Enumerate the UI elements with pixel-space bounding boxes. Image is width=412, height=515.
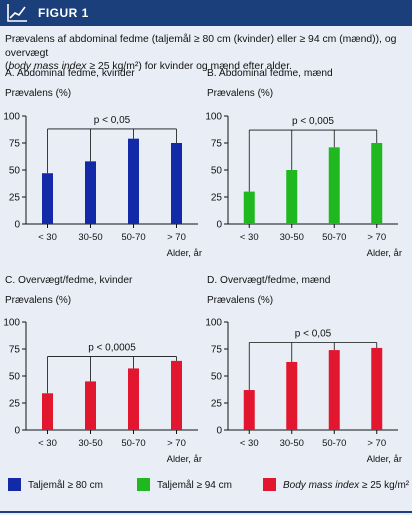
bar [42, 173, 53, 224]
bar [128, 138, 139, 224]
y-tick-label: 0 [14, 220, 20, 231]
p-value-label: p < 0,05 [295, 329, 332, 340]
bar [171, 360, 182, 430]
bar [42, 393, 53, 430]
legend-label: Taljemål ≥ 94 cm [157, 479, 232, 491]
bar [171, 143, 182, 224]
x-tick-label: 50-70 [322, 438, 346, 449]
y-tick-label: 50 [9, 166, 21, 177]
y-tick-label: 25 [211, 193, 223, 204]
figure-header: FIGUR 1 [0, 0, 412, 26]
caption-paren: ( [5, 61, 9, 72]
bar [243, 390, 255, 430]
legend-label-text: Taljemål ≥ 94 cm [157, 479, 232, 491]
x-tick-label: < 30 [38, 232, 57, 243]
y-tick-label: 25 [211, 399, 223, 410]
y-tick-label: 100 [205, 112, 222, 123]
y-axis-label: Prævalens (%) [207, 88, 273, 99]
legend-swatch [263, 478, 276, 491]
legend-label: Body mass index ≥ 25 kg/m² [283, 480, 410, 491]
panel-title: B. Abdominal fedme, mænd [207, 68, 333, 79]
y-tick-label: 75 [9, 139, 21, 150]
bar [128, 368, 139, 430]
bar [328, 147, 340, 224]
legend-label-text: Taljemål ≥ 80 cm [28, 479, 103, 491]
panel-title: D. Overvægt/fedme, mænd [207, 275, 331, 286]
x-tick-label: > 70 [367, 438, 386, 449]
x-tick-label: 30-50 [78, 438, 102, 449]
y-tick-label: 0 [14, 426, 20, 437]
panel-title: A. Abdominal fedme, kvinder [5, 68, 135, 79]
x-tick-label: < 30 [240, 232, 259, 243]
x-tick-label: 30-50 [280, 232, 304, 243]
y-tick-label: 100 [3, 318, 20, 329]
chart-line-icon [7, 4, 27, 22]
legend-label: Taljemål ≥ 80 cm [28, 479, 103, 491]
y-tick-label: 25 [9, 193, 21, 204]
caption-rest: ≥ 25 kg/m²) for kvinder og mænd efter al… [86, 61, 292, 72]
y-tick-label: 75 [9, 345, 21, 356]
legend-label-italic: Body mass index [283, 480, 360, 491]
x-tick-label: 30-50 [280, 438, 304, 449]
p-value-label: p < 0,005 [292, 116, 334, 127]
x-axis-label: Alder, år [167, 454, 202, 465]
y-tick-label: 100 [3, 112, 20, 123]
figure-title: FIGUR 1 [38, 6, 89, 20]
y-tick-label: 50 [9, 372, 21, 383]
y-axis-label: Prævalens (%) [207, 295, 273, 306]
caption-line-2: (body mass index ≥ 25 kg/m²) for kvinder… [5, 60, 407, 74]
caption-line-1: Prævalens af abdominal fedme (taljemål ≥… [5, 34, 397, 59]
p-value-label: p < 0,0005 [88, 343, 136, 354]
p-value-label: p < 0,05 [94, 115, 131, 126]
y-tick-label: 0 [216, 426, 222, 437]
figure-caption: Prævalens af abdominal fedme (taljemål ≥… [5, 33, 407, 74]
legend-swatch [8, 478, 21, 491]
y-tick-label: 50 [211, 372, 223, 383]
bar [371, 143, 383, 224]
x-axis-label: Alder, år [367, 248, 402, 259]
x-tick-label: < 30 [38, 438, 57, 449]
x-tick-label: 50-70 [121, 438, 145, 449]
y-axis-label: Prævalens (%) [5, 88, 71, 99]
y-axis-label: Prævalens (%) [5, 295, 71, 306]
y-tick-label: 25 [9, 399, 21, 410]
x-axis-label: Alder, år [167, 248, 202, 259]
y-tick-label: 75 [211, 139, 223, 150]
x-tick-label: > 70 [167, 232, 186, 243]
bottom-rule [0, 511, 412, 513]
y-tick-label: 0 [216, 220, 222, 231]
x-tick-label: 50-70 [121, 232, 145, 243]
bar [85, 161, 96, 224]
caption-italic: body mass index [8, 61, 87, 72]
bar [85, 381, 96, 430]
x-tick-label: > 70 [367, 232, 386, 243]
x-tick-label: < 30 [240, 438, 259, 449]
legend-label-text: ≥ 25 kg/m² [359, 480, 410, 491]
x-tick-label: > 70 [167, 438, 186, 449]
y-tick-label: 50 [211, 166, 223, 177]
x-axis-label: Alder, år [367, 454, 402, 465]
x-tick-label: 30-50 [78, 232, 102, 243]
x-tick-label: 50-70 [322, 232, 346, 243]
panel-title: C. Overvægt/fedme, kvinder [5, 275, 133, 286]
bar [286, 361, 298, 430]
bar [371, 347, 383, 430]
legend-swatch [137, 478, 150, 491]
bar [328, 350, 340, 430]
y-tick-label: 75 [211, 345, 223, 356]
bar [243, 191, 255, 224]
bar [286, 170, 298, 224]
y-tick-label: 100 [205, 318, 222, 329]
